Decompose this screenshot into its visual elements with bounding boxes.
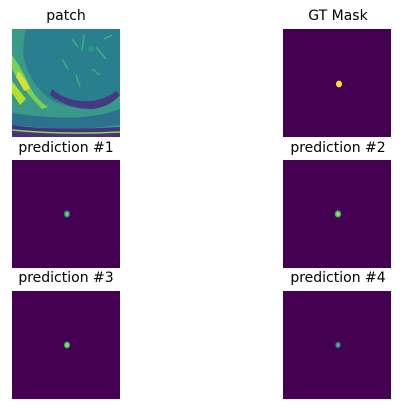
panel-title-prediction-3: prediction #3 — [18, 270, 114, 286]
panel-title-gt-mask: GT Mask — [308, 8, 368, 24]
gt-mask-image — [283, 29, 391, 137]
panel-title-prediction-2: prediction #2 — [290, 140, 386, 156]
prediction-1-image — [12, 160, 120, 268]
prediction-2-image — [283, 160, 391, 268]
patch-image — [12, 29, 120, 137]
panel-title-prediction-1: prediction #1 — [18, 140, 114, 156]
panel-title-prediction-4: prediction #4 — [290, 270, 386, 286]
prediction-3-image — [12, 291, 120, 399]
prediction-4-image — [283, 291, 391, 399]
panel-title-patch: patch — [46, 8, 86, 24]
